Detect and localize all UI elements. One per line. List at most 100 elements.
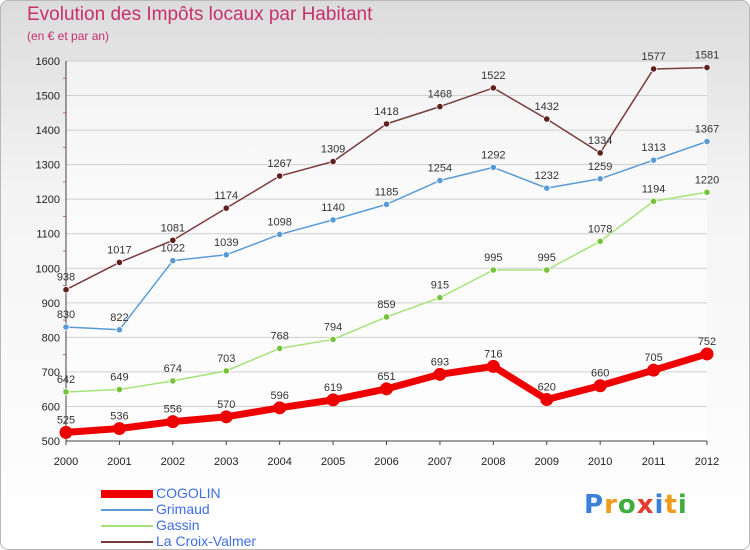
- data-label-la-croix-valmer: 1334: [588, 135, 612, 147]
- chart-subtitle: (en € et par an): [27, 29, 110, 43]
- data-label-cogolin: 536: [110, 411, 128, 423]
- legend-swatch: [101, 509, 153, 511]
- data-label-grimaud: 1367: [695, 123, 719, 135]
- data-point-grimaud: [543, 184, 551, 192]
- data-label-grimaud: 1259: [588, 161, 612, 173]
- data-label-gassin: 859: [377, 299, 395, 311]
- data-label-grimaud: 1185: [375, 186, 399, 198]
- data-point-grimaud: [276, 230, 284, 239]
- data-point-grimaud: [169, 257, 177, 265]
- y-tick-label: 900: [42, 298, 60, 310]
- y-tick-label: 1200: [36, 194, 60, 206]
- brand-letter: i: [654, 490, 665, 520]
- data-point-gassin: [276, 344, 284, 353]
- data-label-grimaud: 822: [110, 312, 128, 324]
- data-point-la-croix-valmer: [329, 157, 337, 166]
- data-point-grimaud: [115, 326, 124, 334]
- data-label-gassin: 674: [164, 363, 182, 375]
- data-point-cogolin: [486, 359, 500, 373]
- data-label-grimaud: 1022: [161, 243, 185, 255]
- data-point-grimaud: [596, 175, 604, 183]
- x-tick-label: 2001: [107, 456, 131, 468]
- brand-logo: Proxiti: [584, 490, 688, 520]
- data-point-la-croix-valmer: [222, 204, 230, 212]
- data-point-cogolin: [59, 425, 73, 439]
- data-point-gassin: [489, 266, 497, 274]
- y-tick-label: 1400: [36, 125, 60, 137]
- data-label-grimaud: 1254: [428, 163, 452, 175]
- legend-label: La Croix-Valmer: [156, 533, 257, 549]
- data-label-cogolin: 525: [57, 414, 75, 426]
- data-label-gassin: 1078: [588, 223, 612, 235]
- data-point-cogolin: [273, 401, 287, 415]
- data-point-grimaud: [62, 323, 70, 331]
- legend-swatch: [101, 490, 153, 498]
- brand-letter: x: [636, 490, 655, 520]
- data-label-grimaud: 1140: [321, 202, 345, 214]
- y-tick-label: 700: [42, 367, 60, 379]
- data-point-la-croix-valmer: [276, 172, 284, 180]
- data-point-la-croix-valmer: [649, 65, 658, 73]
- data-point-cogolin: [166, 415, 180, 429]
- chart-title: Evolution des Impôts locaux par Habitant: [27, 4, 373, 25]
- data-label-la-croix-valmer: 1522: [481, 70, 505, 82]
- x-tick-label: 2009: [535, 456, 559, 468]
- data-point-cogolin: [540, 393, 554, 407]
- x-tick-label: 2005: [321, 456, 345, 468]
- data-point-la-croix-valmer: [62, 286, 70, 294]
- data-label-gassin: 642: [57, 374, 75, 386]
- data-point-gassin: [436, 294, 444, 302]
- data-label-grimaud: 830: [57, 309, 75, 321]
- y-tick-label: 800: [42, 332, 60, 344]
- data-label-cogolin: 660: [591, 368, 609, 380]
- data-point-grimaud: [382, 200, 391, 208]
- brand-letter: o: [617, 490, 637, 520]
- data-point-gassin: [382, 313, 391, 321]
- data-point-grimaud: [436, 176, 444, 185]
- data-point-la-croix-valmer: [596, 149, 604, 157]
- data-label-cogolin: 619: [324, 382, 342, 394]
- data-label-gassin: 1220: [695, 174, 719, 186]
- data-label-la-croix-valmer: 1309: [321, 144, 345, 156]
- data-point-cogolin: [700, 347, 714, 361]
- x-tick-label: 2003: [214, 456, 238, 468]
- data-point-la-croix-valmer: [436, 103, 444, 111]
- data-point-la-croix-valmer: [115, 258, 124, 266]
- data-point-gassin: [329, 335, 337, 344]
- y-tick-label: 1600: [36, 56, 60, 68]
- data-label-grimaud: 1098: [267, 216, 291, 228]
- legend-label: COGOLIN: [156, 485, 221, 501]
- data-label-cogolin: 556: [164, 404, 182, 416]
- data-label-grimaud: 1232: [535, 170, 559, 182]
- brand-letter: P: [584, 490, 605, 520]
- data-label-gassin: 1194: [642, 183, 666, 195]
- data-label-cogolin: 570: [217, 399, 235, 411]
- data-label-la-croix-valmer: 1468: [428, 89, 452, 101]
- data-label-cogolin: 620: [538, 382, 556, 394]
- data-point-grimaud: [329, 216, 337, 224]
- data-label-la-croix-valmer: 1017: [107, 244, 131, 256]
- data-point-cogolin: [593, 379, 607, 393]
- data-point-gassin: [703, 188, 711, 196]
- data-point-gassin: [169, 377, 177, 385]
- data-label-la-croix-valmer: 1174: [214, 190, 238, 202]
- x-tick-label: 2007: [428, 456, 452, 468]
- data-point-grimaud: [489, 163, 497, 171]
- y-tick-label: 600: [42, 401, 60, 413]
- brand-letter: i: [677, 490, 688, 520]
- y-tick-label: 1000: [36, 263, 60, 275]
- data-point-gassin: [543, 266, 551, 274]
- data-point-cogolin: [647, 363, 661, 377]
- legend-label: Gassin: [156, 517, 200, 533]
- legend-swatch: [101, 525, 153, 527]
- legend-swatch: [101, 541, 153, 543]
- data-point-cogolin: [112, 422, 126, 436]
- data-point-gassin: [115, 385, 124, 394]
- data-label-la-croix-valmer: 1418: [374, 106, 398, 118]
- data-point-cogolin: [380, 382, 393, 396]
- data-label-gassin: 794: [324, 321, 342, 333]
- legend-label: Grimaud: [156, 501, 210, 517]
- data-point-grimaud: [649, 156, 658, 164]
- data-label-cogolin: 651: [377, 371, 395, 383]
